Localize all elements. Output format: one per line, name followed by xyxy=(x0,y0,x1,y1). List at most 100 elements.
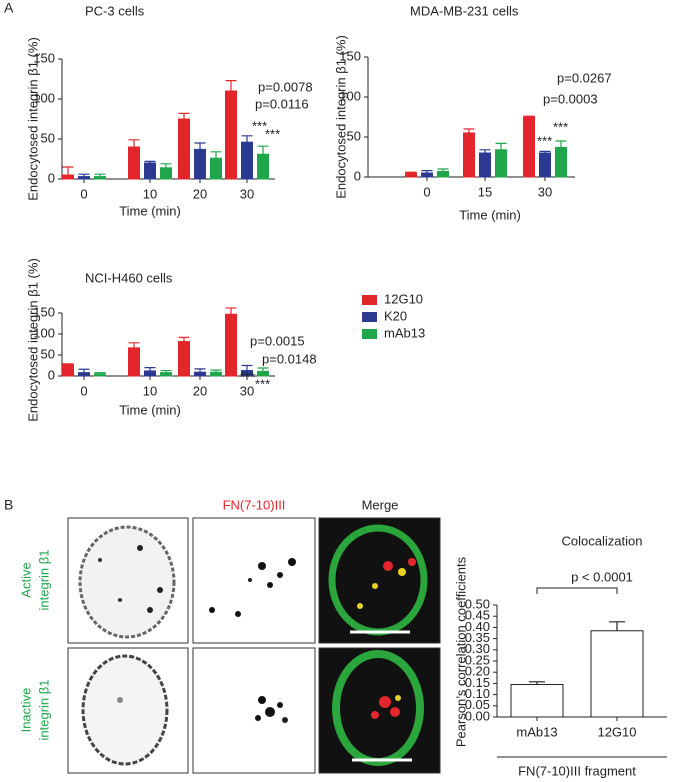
error-bar xyxy=(210,369,222,373)
bar xyxy=(257,153,269,180)
micrograph xyxy=(192,517,316,644)
error-bar xyxy=(178,112,190,119)
row-label: Active integrin β1 xyxy=(18,550,51,611)
bar xyxy=(257,370,269,377)
bar xyxy=(78,176,90,180)
bar xyxy=(437,170,449,178)
error-bar xyxy=(257,367,269,372)
micrograph xyxy=(318,647,441,774)
y-tick-label: 0.35 xyxy=(465,630,490,645)
bar xyxy=(178,341,190,377)
bar xyxy=(144,370,156,377)
bar xyxy=(523,116,535,178)
y-tick-label: 50 xyxy=(41,130,55,145)
legend-label: 12G10 xyxy=(384,291,423,306)
y-tick-label: 150 xyxy=(33,50,55,65)
y-axis-label: Endocytosed integrin β1 (%) xyxy=(333,35,348,199)
y-tick-label: 0.40 xyxy=(465,619,490,634)
bar xyxy=(241,141,253,180)
annotation: *** xyxy=(537,133,552,148)
legend-label: K20 xyxy=(384,308,407,323)
chart: PC-3 cells Time (min) Endocytosed integrin… xyxy=(25,3,312,218)
bar xyxy=(194,148,206,180)
bar xyxy=(539,152,551,178)
bar xyxy=(178,118,190,180)
annotation: p < 0.0001 xyxy=(571,569,633,584)
error-bar xyxy=(437,168,449,172)
y-tick-label: 100 xyxy=(33,325,55,340)
y-axis-label: Endocytosed integrin β1 (%) xyxy=(25,258,40,422)
bar xyxy=(495,149,507,178)
y-tick-label: 0.20 xyxy=(465,664,490,679)
bar xyxy=(62,364,74,377)
x-tick-label: 0 xyxy=(80,383,87,398)
chart: NCI-H460 cells Time (min) Endocytosed inte… xyxy=(25,258,425,422)
y-axis-label: Endocytosed integrin β1 (%) xyxy=(25,37,40,201)
error-bar xyxy=(241,135,253,143)
significance-bracket xyxy=(536,587,618,594)
y-tick-label: 0 xyxy=(48,170,55,185)
micrograph xyxy=(318,517,441,644)
x-tick-label: 15 xyxy=(478,184,492,199)
y-tick-label: 0.15 xyxy=(465,675,490,690)
error-bar xyxy=(160,163,172,168)
y-tick-label: 0.00 xyxy=(465,708,490,723)
bar xyxy=(128,347,140,377)
error-bar xyxy=(194,368,206,373)
chart: Colocalization FN(7-10)III fragment Pearso… xyxy=(453,533,667,778)
y-tick-label: 0.05 xyxy=(465,697,490,712)
error-bar xyxy=(257,145,269,155)
annotation: p=0.0003 xyxy=(543,91,598,106)
x-tick-label: 10 xyxy=(143,383,157,398)
error-bar xyxy=(78,173,90,177)
y-tick-label: 0.30 xyxy=(465,641,490,656)
error-bar xyxy=(144,367,156,371)
annotation: p=0.0015 xyxy=(250,333,305,348)
error-bar xyxy=(405,171,417,173)
bar xyxy=(510,684,564,718)
error-bar xyxy=(62,363,74,365)
x-axis-label: Time (min) xyxy=(119,402,181,417)
bar xyxy=(590,630,644,718)
row-label-line: Active xyxy=(18,562,33,597)
error-bar xyxy=(523,115,535,117)
row-label: Inactive integrin β1 xyxy=(18,680,51,741)
error-bar xyxy=(225,80,237,91)
x-tick-label: 30 xyxy=(240,383,254,398)
y-axis-label: Pearson’s correlation coefficients xyxy=(453,556,468,747)
legend-swatch xyxy=(362,295,377,305)
annotation: *** xyxy=(252,118,267,133)
y-tick-label: 150 xyxy=(33,304,55,319)
row-label-line: integrin β1 xyxy=(36,680,51,741)
bar xyxy=(421,172,433,178)
bar xyxy=(210,157,222,180)
error-bar xyxy=(421,170,433,173)
error-bar xyxy=(225,307,237,315)
micrograph xyxy=(67,517,189,644)
x-tick-label: 0 xyxy=(423,184,430,199)
annotation: *** xyxy=(255,376,270,391)
chart-title: NCI-H460 cells xyxy=(85,270,173,285)
y-tick-label: 50 xyxy=(347,128,361,143)
x-axis-label: Time (min) xyxy=(459,207,521,222)
error-bar xyxy=(128,139,140,147)
x-axis-label: FN(7-10)III fragment xyxy=(518,763,636,778)
bar xyxy=(128,146,140,180)
bar xyxy=(405,172,417,178)
bar xyxy=(225,313,237,377)
x-tick-label: 10 xyxy=(143,186,157,201)
x-tick-label: 30 xyxy=(240,186,254,201)
chart: MDA-MB-231 cells Time (min) Endocytosed in… xyxy=(333,3,611,222)
annotation: p=0.0267 xyxy=(557,70,612,85)
y-tick-label: 0.25 xyxy=(465,652,490,667)
x-tick-label: 0 xyxy=(80,186,87,201)
y-tick-label: 150 xyxy=(339,48,361,63)
bar xyxy=(555,146,567,178)
panel-label: A xyxy=(4,0,14,16)
error-bar xyxy=(94,372,106,374)
error-bar xyxy=(495,142,507,150)
x-tick-label: 30 xyxy=(538,184,552,199)
y-tick-label: 0 xyxy=(48,367,55,382)
error-bar xyxy=(529,681,545,685)
